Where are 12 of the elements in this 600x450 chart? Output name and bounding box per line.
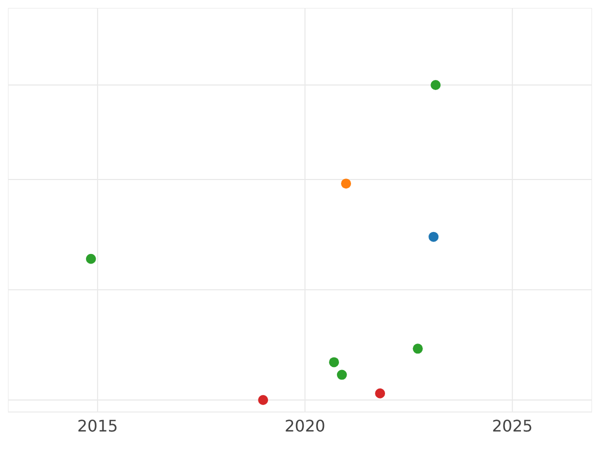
point (258, 395, 268, 405)
point (375, 388, 386, 398)
x-tick-label: 2015 (77, 416, 118, 436)
point (329, 357, 340, 368)
point (341, 178, 352, 189)
point (430, 80, 441, 90)
point (336, 370, 347, 380)
x-tick-label: 2020 (284, 416, 326, 436)
x-tick-label: 2025 (492, 416, 533, 436)
point (428, 232, 439, 242)
point (86, 254, 96, 264)
point (412, 344, 423, 354)
